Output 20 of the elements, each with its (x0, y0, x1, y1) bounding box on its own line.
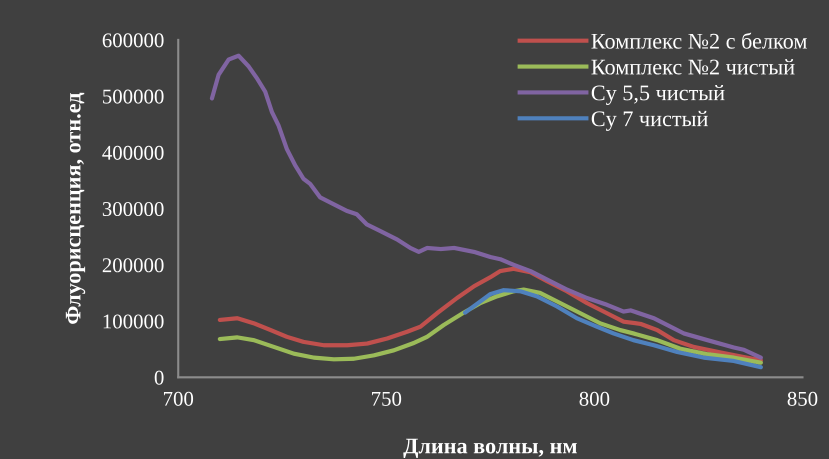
y-tick-label: 100000 (104, 314, 164, 329)
x-tick-label: 850 (788, 392, 818, 406)
y-tick-label: 600000 (102, 33, 164, 48)
legend-label: Комплекс №2 чистый (591, 59, 795, 75)
y-tick-label: 400000 (102, 146, 164, 160)
line-series (462, 288, 763, 370)
x-tick-label: 750 (372, 392, 402, 406)
x-axis-title: Длина волны, нм (403, 438, 577, 458)
y-tick-label: 0 (154, 370, 164, 385)
y-tick-label: 500000 (103, 90, 164, 104)
line-series (218, 288, 763, 365)
legend-label: Комплекс №2 с белком (591, 32, 807, 49)
y-axis-title: Флуорисценция, отн.ед (66, 92, 86, 324)
line-series (218, 266, 763, 363)
x-tick-label: 800 (580, 392, 610, 406)
legend-label: Cy 5,5 чистый (592, 84, 725, 105)
x-tick-label: 700 (164, 392, 194, 406)
y-tick-label: 300000 (102, 202, 164, 216)
y-tick-label: 200000 (102, 258, 164, 272)
legend-label: Cy 7 чистый (592, 110, 708, 131)
